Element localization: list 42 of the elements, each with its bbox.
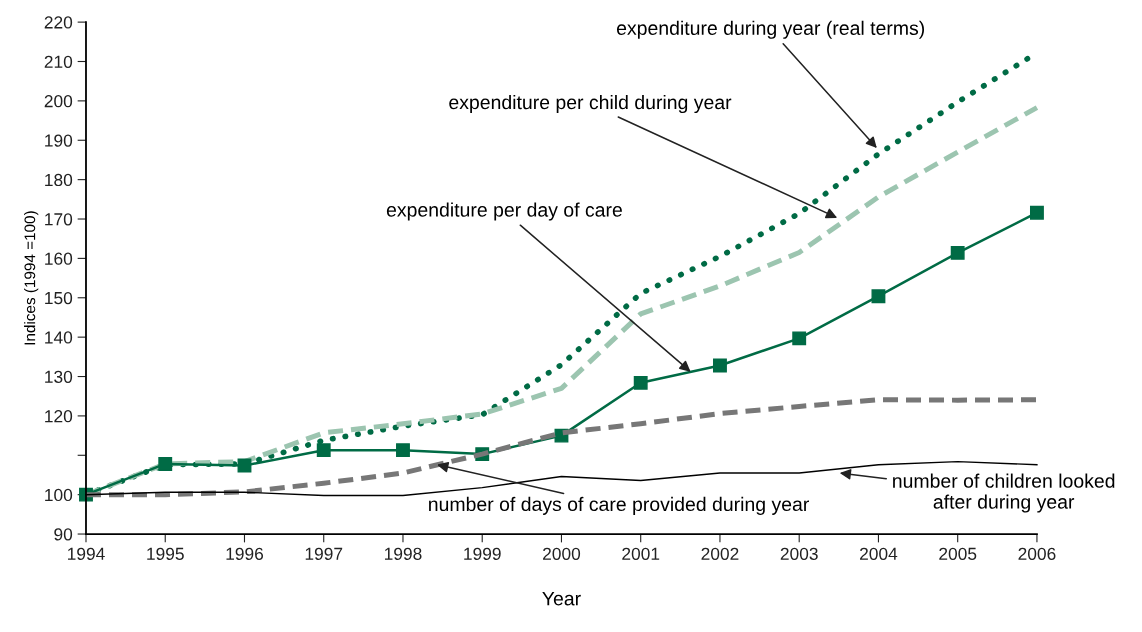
y-tick-label: 210	[44, 55, 73, 68]
point	[1029, 205, 1044, 220]
y-tick-label: 220	[44, 16, 73, 29]
x-tick-label: 2004	[860, 547, 898, 560]
y-tick-label: 90	[54, 528, 73, 541]
annotation: expenditure during year (real terms)	[616, 20, 925, 39]
point	[158, 457, 173, 471]
y-tick-label: 190	[45, 134, 73, 147]
y-tick-label: 150	[45, 291, 73, 305]
annotation: number of children looked after during year	[893, 473, 1115, 513]
point	[316, 443, 331, 458]
x-axis-title: Year	[542, 591, 581, 606]
point	[633, 375, 648, 390]
point	[713, 358, 727, 373]
x-tick-label: 2000	[543, 547, 581, 560]
x-tick-label: 1994	[68, 547, 105, 560]
point	[871, 289, 886, 304]
y-tick-label: 170	[45, 213, 73, 226]
annotation: expenditure per day of care	[386, 202, 622, 221]
x-tick-label: 1996	[226, 547, 264, 560]
x-tick-label: 1999	[464, 547, 501, 560]
y-tick-label: 140	[45, 331, 73, 344]
x-tick-label: 2001	[622, 547, 660, 560]
x-tick-label: 2005	[939, 547, 977, 560]
point	[950, 245, 965, 260]
y-tick-label: 200	[44, 95, 73, 108]
x-tick-label: 2006	[1018, 547, 1056, 560]
point	[792, 331, 807, 346]
x-tick-label: 1997	[305, 547, 343, 560]
point	[396, 443, 410, 458]
y-axis-title: Indices (1994 =100)	[24, 211, 39, 345]
y-tick-label: 160	[45, 252, 73, 265]
x-tick-label: 2003	[780, 547, 818, 560]
annotation: expenditure per child during year	[449, 94, 732, 114]
x-tick-label: 2002	[701, 547, 739, 560]
y-tick-label: 100	[45, 488, 73, 502]
y-tick-label: 180	[45, 173, 73, 187]
annotation: number of days of care provided during year	[429, 496, 809, 515]
x-tick-label: 1998	[384, 547, 422, 560]
y-tick-label: 130	[45, 370, 73, 383]
x-tick-label: 1995	[147, 547, 184, 560]
y-tick-label: 120	[45, 410, 73, 423]
